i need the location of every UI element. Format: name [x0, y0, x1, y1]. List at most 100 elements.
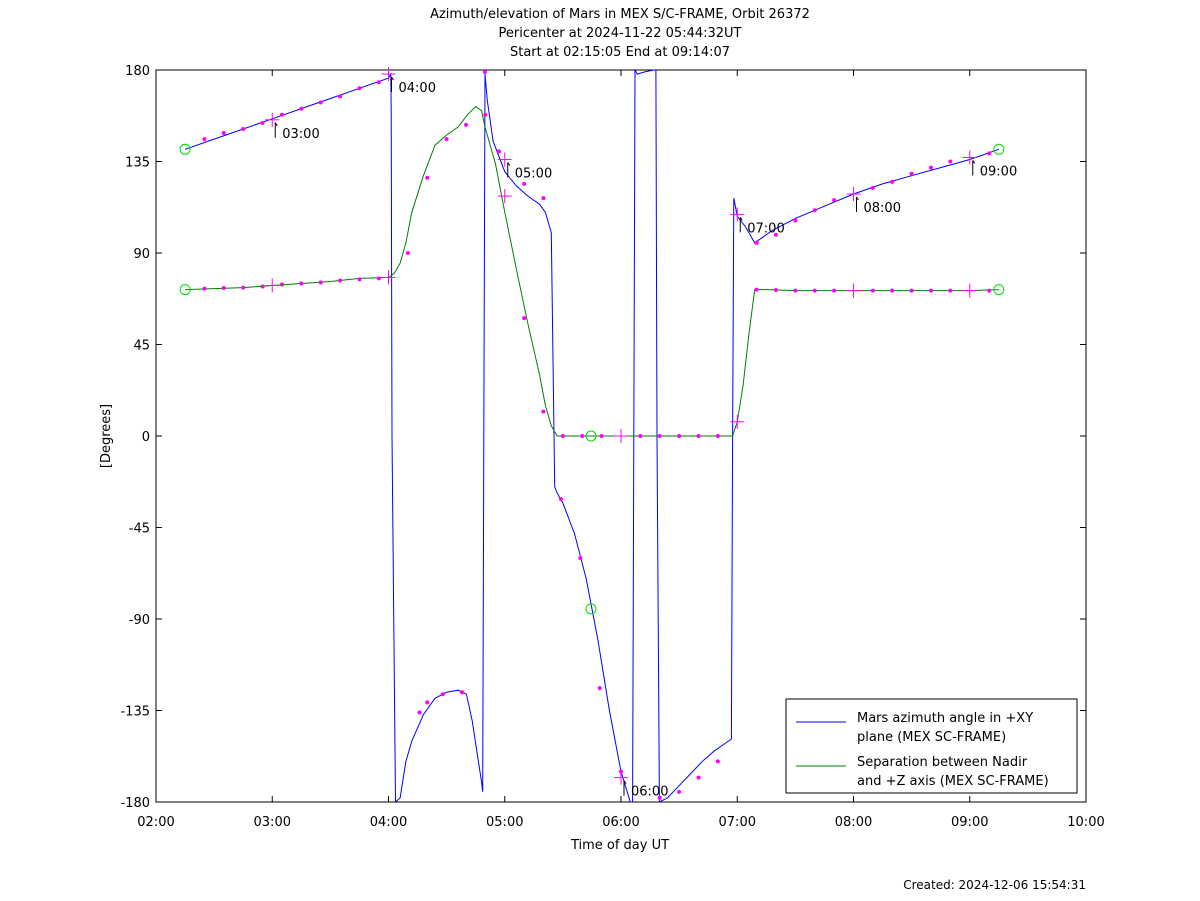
y-tick-label: 180 [125, 64, 150, 79]
data-point-marker [338, 94, 343, 99]
data-point-marker [541, 409, 546, 414]
data-point-marker [657, 434, 662, 438]
data-point-marker [929, 165, 934, 170]
data-point-marker [376, 276, 381, 281]
hour-label: 07:00 [747, 221, 784, 236]
data-point-marker [496, 149, 501, 154]
y-tick-label: -90 [129, 613, 150, 628]
y-tick-label: -180 [120, 796, 150, 811]
data-point-marker [754, 240, 759, 245]
data-point-marker [279, 112, 284, 117]
event-circle-marker [179, 284, 191, 296]
data-point-marker [202, 137, 207, 142]
data-point-marker [909, 288, 914, 293]
hour-label: 04:00 [399, 81, 436, 96]
legend-label-separation-line-1: Separation between Nadir [857, 755, 1028, 770]
data-point-marker [832, 198, 837, 203]
data-point-marker [260, 284, 265, 289]
data-point-marker [793, 218, 798, 223]
data-point-marker [696, 434, 701, 438]
x-tick-label: 08:00 [835, 815, 872, 830]
data-point-marker [677, 789, 682, 794]
event-circle-marker [585, 603, 597, 615]
data-point-marker [417, 710, 422, 715]
data-point-marker [202, 286, 207, 291]
legend-label-azimuth-line-2: plane (MEX SC-FRAME) [857, 730, 1006, 745]
title-line-3: Start at 02:15:05 End at 09:14:07 [510, 45, 730, 60]
hour-pointer-tip [274, 122, 278, 127]
hour-label: 09:00 [980, 164, 1017, 179]
data-point-marker [987, 288, 992, 293]
data-point-marker [241, 126, 246, 131]
hour-pointer-tip [739, 217, 743, 221]
data-point-marker [948, 288, 953, 293]
data-point-marker [773, 288, 778, 293]
x-tick-label: 07:00 [719, 815, 756, 830]
x-tick-label: 04:00 [370, 815, 407, 830]
data-point-marker [241, 285, 246, 290]
data-point-marker [221, 131, 226, 136]
data-point-marker [318, 100, 323, 105]
data-point-marker [483, 112, 488, 117]
series-group [184, 70, 999, 802]
data-point-marker [870, 185, 875, 190]
hour-label: 03:00 [282, 127, 319, 142]
data-point-marker [890, 288, 895, 293]
data-point-marker [597, 686, 602, 691]
data-point-marker [754, 287, 759, 292]
y-axis-ticks: 180 135 90 45 0 -45 -90 -135 -180 [120, 64, 1086, 811]
y-tick-label: 90 [133, 247, 150, 262]
data-point-marker [812, 208, 817, 213]
y-tick-label: 45 [133, 339, 150, 354]
chart-title: Azimuth/elevation of Mars in MEX S/C-FRA… [430, 7, 810, 60]
event-circle-marker [993, 284, 1005, 296]
data-point-marker [715, 434, 720, 438]
x-axis-label: Time of day UT [570, 838, 669, 853]
hour-label: 06:00 [631, 785, 668, 800]
data-point-marker [773, 232, 778, 237]
data-point-marker [405, 251, 410, 255]
data-point-marker [260, 120, 265, 125]
data-point-marker [715, 759, 720, 764]
y-tick-label: -135 [120, 705, 150, 720]
created-timestamp: Created: 2024-12-06 15:54:31 [903, 878, 1086, 892]
hour-label: 08:00 [864, 201, 901, 216]
hour-label: 05:00 [515, 166, 552, 181]
hour-pointer-tip [391, 76, 394, 81]
data-point-marker [440, 692, 445, 697]
data-point-marker [578, 556, 583, 560]
data-point-marker [460, 690, 465, 695]
data-point-marker [580, 434, 585, 438]
legend-label-azimuth-line-1: Mars azimuth angle in +XY [857, 711, 1033, 726]
data-point-marker [890, 179, 895, 184]
hour-pointer-tip [856, 196, 859, 201]
data-point-marker [677, 434, 682, 438]
data-point-marker [948, 159, 953, 164]
x-tick-label: 02:00 [137, 815, 174, 830]
data-point-marker [221, 285, 226, 290]
data-point-marker [560, 434, 565, 438]
data-point-marker [909, 171, 914, 176]
data-point-marker [657, 795, 662, 800]
legend-box [785, 698, 1078, 794]
data-point-marker [522, 316, 527, 321]
x-tick-label: 06:00 [602, 815, 639, 830]
title-line-2: Pericenter at 2024-11-22 05:44:32UT [498, 26, 741, 41]
event-circle-marker [585, 430, 597, 442]
data-point-marker [929, 288, 934, 293]
data-point-marker [599, 434, 604, 438]
series-azimuth-line [184, 70, 999, 802]
data-point-marker [444, 137, 449, 142]
data-point-marker [541, 196, 546, 201]
x-axis-ticks: 02:00 03:00 04:00 05:00 06:00 07:00 08:00 09:00… [137, 70, 1105, 830]
y-tick-label: 135 [125, 156, 150, 171]
y-tick-label: -45 [129, 522, 150, 537]
data-point-marker [299, 106, 304, 111]
data-point-marker [638, 434, 643, 438]
data-point-marker [558, 497, 563, 502]
data-point-marker [376, 80, 381, 85]
event-circle-marker [179, 143, 191, 155]
event-circle-marker [993, 143, 1005, 155]
data-point-marker [425, 175, 430, 180]
